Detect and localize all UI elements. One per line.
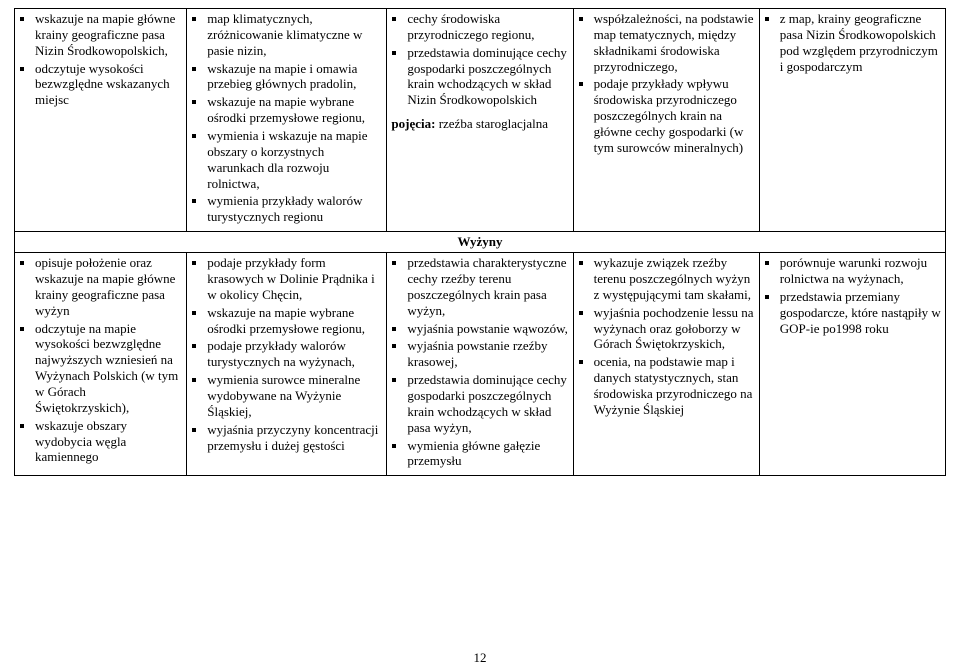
list-item: ocenia, na podstawie map i danych statys… <box>594 354 755 417</box>
list-item: wskazuje na mapie wybrane ośrodki przemy… <box>207 94 382 126</box>
cell-r1-c1: wskazuje na mapie główne krainy geografi… <box>15 9 187 232</box>
page-number: 12 <box>0 650 960 666</box>
cell-r2-c3: przedstawia charakterystyczne cechy rzeź… <box>387 253 573 476</box>
list-item: odczytuje na mapie wysokości bezwzględne… <box>35 321 182 416</box>
list-item: współzależności, na podstawie map tematy… <box>594 11 755 74</box>
cell-r1-c5: z map, krainy geograficzne pasa Nizin Śr… <box>759 9 945 214</box>
list-item: podaje przykłady wpływu środowiska przyr… <box>594 76 755 155</box>
cell-r2-c2: podaje przykłady form krasowych w Dolini… <box>187 253 387 476</box>
list-item: cechy środowiska przyrodniczego regionu, <box>407 11 568 43</box>
list-item: wskazuje obszary wydobycia węgla kamienn… <box>35 418 182 466</box>
list-item: wymienia i wskazuje na mapie obszary o k… <box>207 128 382 191</box>
cell-r2-c4: wykazuje związek rzeźby terenu poszczegó… <box>573 253 759 476</box>
list-item: przedstawia dominujące cechy gospodarki … <box>407 372 568 435</box>
list-item: wymienia surowce mineralne wydobywane na… <box>207 372 382 420</box>
curriculum-table: wskazuje na mapie główne krainy geografi… <box>14 8 946 476</box>
list-item: odczytuje wysokości bezwzględne wskazany… <box>35 61 182 109</box>
list-item: podaje przykłady walorów turystycznych n… <box>207 338 382 370</box>
list-item: wskazuje na mapie i omawia przebieg głów… <box>207 61 382 93</box>
list-item: przedstawia przemiany gospodarcze, które… <box>780 289 941 337</box>
list-item: wyjaśnia pochodzenie lessu na wyżynach o… <box>594 305 755 353</box>
list-item: wskazuje na mapie wybrane ośrodki przemy… <box>207 305 382 337</box>
list-item: wyjaśnia powstanie wąwozów, <box>407 321 568 337</box>
list-item: map klimatycznych, zróżnicowanie klimaty… <box>207 11 382 59</box>
list-item: przedstawia dominujące cechy gospodarki … <box>407 45 568 108</box>
list-item: wykazuje związek rzeźby terenu poszczegó… <box>594 255 755 303</box>
list-item: opisuje położenie oraz wskazuje na mapie… <box>35 255 182 318</box>
list-item: wyjaśnia przyczyny koncentracji przemysł… <box>207 422 382 454</box>
cell-r2-c1: opisuje położenie oraz wskazuje na mapie… <box>15 253 187 476</box>
terms-text: rzeźba staroglacjalna <box>439 116 548 131</box>
table-row: wskazuje na mapie główne krainy geografi… <box>15 9 946 214</box>
table-row: opisuje położenie oraz wskazuje na mapie… <box>15 253 946 476</box>
list-item: porównuje warunki rozwoju rolnictwa na w… <box>780 255 941 287</box>
list-item: wymienia główne gałęzie przemysłu <box>407 438 568 470</box>
cell-r1-c5b <box>759 213 945 232</box>
section-header-row: Wyżyny <box>15 232 946 253</box>
cell-r2-c5: porównuje warunki rozwoju rolnictwa na w… <box>759 253 945 476</box>
cell-r1-c4: współzależności, na podstawie map tematy… <box>573 9 759 232</box>
section-header: Wyżyny <box>15 232 946 253</box>
list-item: podaje przykłady form krasowych w Dolini… <box>207 255 382 303</box>
list-item: wymienia przykłady walorów turystycznych… <box>207 193 382 225</box>
list-item: wyjaśnia powstanie rzeźby krasowej, <box>407 338 568 370</box>
cell-r1-c3: cechy środowiska przyrodniczego regionu,… <box>387 9 573 232</box>
cell-r1-c2: map klimatycznych, zróżnicowanie klimaty… <box>187 9 387 232</box>
list-item: z map, krainy geograficzne pasa Nizin Śr… <box>780 11 941 74</box>
list-item: przedstawia charakterystyczne cechy rzeź… <box>407 255 568 318</box>
list-item: wskazuje na mapie główne krainy geografi… <box>35 11 182 59</box>
document-page: wskazuje na mapie główne krainy geografi… <box>0 0 960 670</box>
